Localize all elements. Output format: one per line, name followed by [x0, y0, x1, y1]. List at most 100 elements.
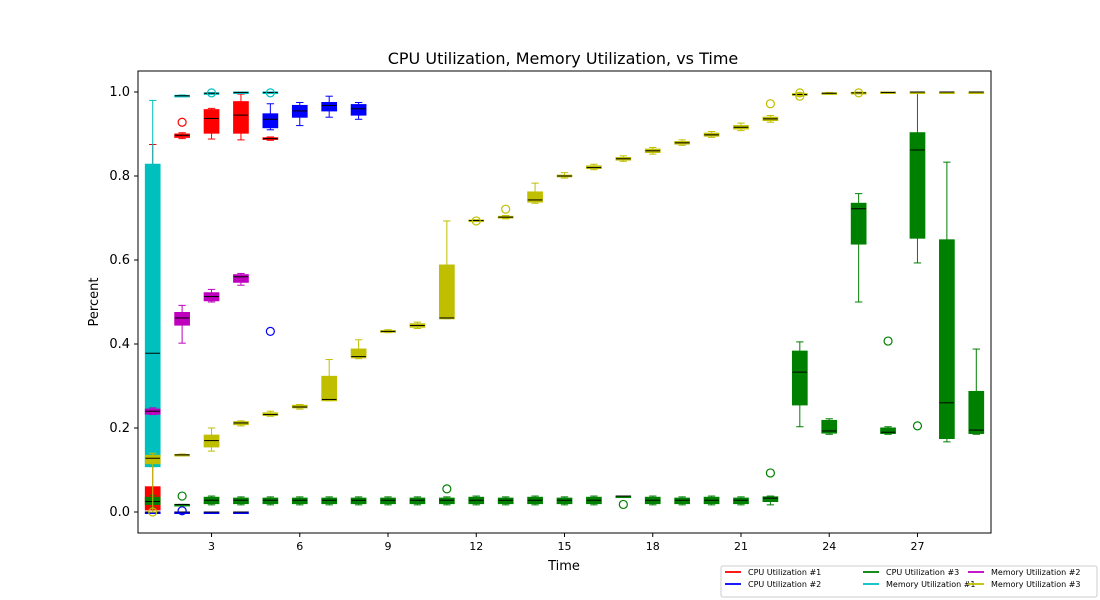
box-iqr [556, 497, 573, 505]
box-s6-x8 [350, 339, 367, 360]
flier-point [912, 421, 923, 431]
box-s6-x12 [468, 216, 485, 226]
box-iqr [409, 497, 426, 505]
x-tick-label: 9 [385, 540, 392, 553]
flier-point [177, 491, 187, 501]
box-iqr [291, 497, 308, 505]
box-iqr [821, 419, 838, 434]
box-s5-x1 [144, 407, 161, 416]
legend-item-6: Memory Utilization #3 [968, 580, 1081, 589]
legend-label: CPU Utilization #3 [886, 568, 959, 577]
box-s3-x22 [762, 468, 779, 506]
box-iqr [968, 390, 985, 434]
box-s1-x2 [174, 117, 190, 140]
box-iqr [144, 163, 161, 468]
box-iqr [174, 312, 190, 326]
box-s6-x2 [174, 453, 190, 457]
series-6 [144, 88, 985, 517]
legend-label: Memory Utilization #1 [886, 580, 976, 589]
box-s3-x28 [939, 161, 955, 443]
y-tick-label: 0.0 [109, 505, 130, 520]
x-tick-label: 3 [208, 540, 215, 553]
y-tick-label: 0.2 [109, 421, 130, 436]
plot-frame [137, 70, 992, 534]
box-s6-x26 [880, 91, 896, 94]
axes: 0.0 0.2 0.4 0.6 0.8 1.0 3 6 9 12 15 18 21 24 27 [109, 85, 924, 553]
box-s3-x9 [380, 496, 396, 506]
x-tick-label: 18 [646, 540, 660, 553]
box-s6-x14 [527, 182, 543, 204]
box-s3-x14 [527, 495, 543, 506]
y-tick-label: 0.8 [109, 169, 130, 184]
box-s3-x26 [880, 336, 896, 435]
x-tick-label: 15 [558, 540, 572, 553]
box-s2-x8 [350, 102, 367, 120]
box-iqr [380, 497, 396, 505]
flier-point [795, 91, 805, 101]
box-s2-x6 [291, 102, 308, 127]
box-s3-x12 [468, 495, 485, 506]
box-s3-x8 [350, 496, 367, 506]
legend-item-4: Memory Utilization #1 [863, 580, 976, 589]
box-s6-x3 [203, 427, 220, 452]
box-iqr [233, 497, 249, 505]
box-s3-x23 [791, 341, 808, 428]
x-tick-label: 6 [296, 540, 303, 553]
box-s6-x17 [615, 155, 632, 162]
x-tick-label: 12 [469, 540, 483, 553]
flier-point [148, 507, 158, 517]
box-s6-x9 [380, 329, 396, 334]
box-s6-x13 [497, 204, 514, 220]
series-4 [144, 88, 279, 468]
box-iqr [321, 375, 338, 402]
x-tick-label: 21 [734, 540, 748, 553]
box-s3-x19 [674, 496, 691, 506]
box-iqr [674, 497, 691, 505]
legend-label: Memory Utilization #2 [991, 568, 1081, 577]
box-iqr [880, 427, 896, 434]
box-iqr [144, 454, 161, 465]
box-iqr [350, 104, 367, 116]
box-s5-x2 [174, 304, 190, 344]
box-s3-x6 [291, 496, 308, 506]
box-iqr [791, 350, 808, 406]
box-s5-x3 [203, 288, 220, 303]
y-tick-label: 1.0 [109, 85, 130, 100]
legend-item-3: CPU Utilization #3 [863, 568, 959, 577]
box-iqr [939, 239, 955, 439]
box-s4-x5 [262, 88, 279, 98]
box-s2-x2 [174, 506, 190, 516]
box-s3-x13 [497, 496, 514, 506]
x-tick-label: 27 [910, 540, 924, 553]
y-tick-label: 0.4 [109, 337, 130, 352]
box-s6-x16 [586, 163, 602, 171]
box-s1-x3 [203, 107, 220, 140]
flier-point [265, 88, 275, 98]
box-iqr [350, 348, 367, 359]
box-s6-x5 [262, 410, 279, 417]
y-tick-label: 0.6 [109, 253, 130, 268]
box-s3-x27 [909, 91, 926, 431]
box-iqr [321, 102, 338, 112]
box-s6-x21 [733, 122, 749, 132]
legend-label: CPU Utilization #1 [748, 568, 821, 577]
box-s6-x22 [762, 99, 779, 123]
legend: CPU Utilization #1 CPU Utilization #2 CPU … [720, 565, 1098, 598]
box-s3-x25 [850, 193, 867, 303]
legend-item-1: CPU Utilization #1 [725, 568, 821, 577]
box-s6-x25 [850, 88, 867, 98]
box-s6-x29 [968, 91, 985, 94]
box-s4-x3 [203, 88, 220, 98]
box-s3-x5 [262, 496, 279, 506]
box-s1-x5 [262, 136, 279, 141]
box-s4-x1 [144, 99, 161, 468]
flier-point [501, 204, 511, 214]
box-s3-x16 [586, 495, 602, 506]
box-s6-x4 [233, 420, 249, 427]
box-s3-x29 [968, 348, 985, 435]
box-s2-x4 [233, 511, 249, 514]
x-tick-label: 24 [822, 540, 836, 553]
box-s6-x19 [674, 139, 691, 146]
box-s5-x4 [233, 272, 249, 286]
box-iqr [262, 113, 279, 129]
